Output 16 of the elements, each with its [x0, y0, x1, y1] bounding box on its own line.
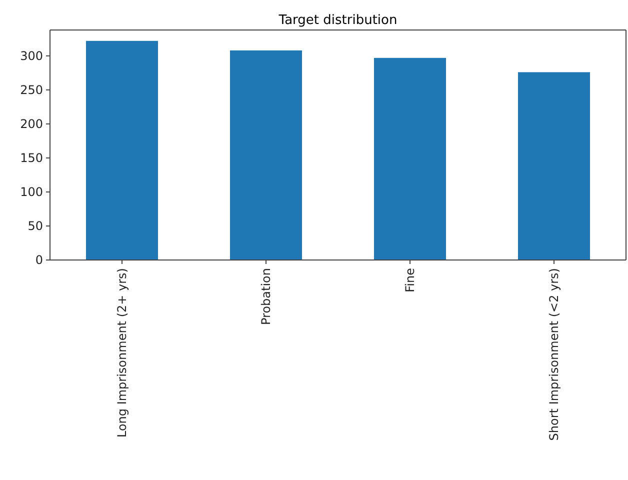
x-tick-label: Fine	[403, 268, 417, 292]
bar	[230, 50, 302, 260]
y-tick-label: 250	[20, 83, 43, 98]
y-tick-label: 150	[20, 151, 43, 166]
bar	[86, 40, 158, 260]
bar	[518, 72, 590, 260]
x-tick-label: Probation	[259, 268, 273, 325]
bar	[374, 58, 446, 260]
y-tick-label: 100	[20, 185, 43, 200]
x-tick-label: Long Imprisonment (2+ yrs)	[115, 268, 129, 438]
chart-title: Target distribution	[278, 13, 398, 28]
y-tick-label: 50	[28, 219, 43, 234]
y-tick-label: 200	[20, 117, 43, 132]
y-tick-label: 0	[35, 253, 43, 268]
x-tick-label: Short Imprisonment (<2 yrs)	[547, 268, 561, 441]
y-tick-label: 300	[20, 49, 43, 64]
